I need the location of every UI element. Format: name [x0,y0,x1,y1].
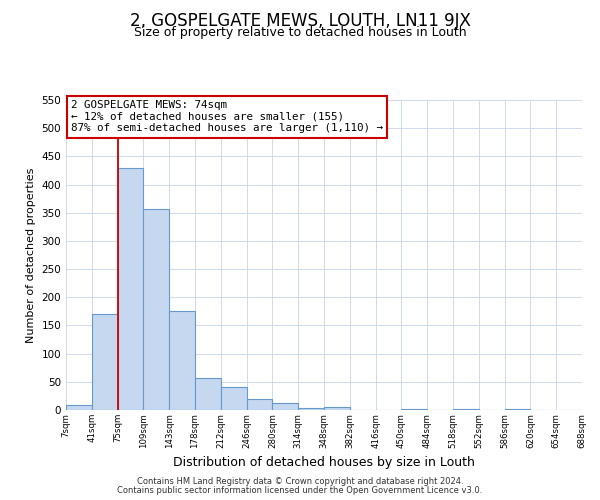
Bar [298,408,324,410]
Y-axis label: Number of detached properties: Number of detached properties [26,168,36,342]
Bar [169,312,195,410]
Bar [195,378,221,410]
Text: Contains public sector information licensed under the Open Government Licence v3: Contains public sector information licen… [118,486,482,495]
Bar [118,168,143,410]
Bar [221,388,247,410]
Bar [324,407,350,410]
X-axis label: Distribution of detached houses by size in Louth: Distribution of detached houses by size … [173,456,475,469]
Bar [143,209,169,410]
Bar [272,403,298,410]
Text: 2 GOSPELGATE MEWS: 74sqm
← 12% of detached houses are smaller (155)
87% of semi-: 2 GOSPELGATE MEWS: 74sqm ← 12% of detach… [71,100,383,133]
Bar [247,398,272,410]
Bar [401,409,427,410]
Bar [66,406,92,410]
Text: 2, GOSPELGATE MEWS, LOUTH, LN11 9JX: 2, GOSPELGATE MEWS, LOUTH, LN11 9JX [130,12,470,30]
Text: Contains HM Land Registry data © Crown copyright and database right 2024.: Contains HM Land Registry data © Crown c… [137,477,463,486]
Bar [92,314,118,410]
Text: Size of property relative to detached houses in Louth: Size of property relative to detached ho… [134,26,466,39]
